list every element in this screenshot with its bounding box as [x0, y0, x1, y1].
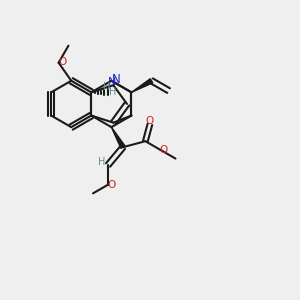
Polygon shape — [131, 79, 153, 92]
Text: H: H — [109, 87, 117, 97]
Polygon shape — [111, 127, 125, 148]
Text: O: O — [159, 146, 167, 155]
Text: H: H — [98, 157, 105, 167]
Text: O: O — [58, 57, 66, 67]
Text: N: N — [112, 73, 121, 86]
Text: O: O — [107, 180, 116, 190]
Text: H: H — [103, 82, 110, 92]
Text: N: N — [108, 76, 116, 87]
Text: O: O — [146, 116, 154, 126]
